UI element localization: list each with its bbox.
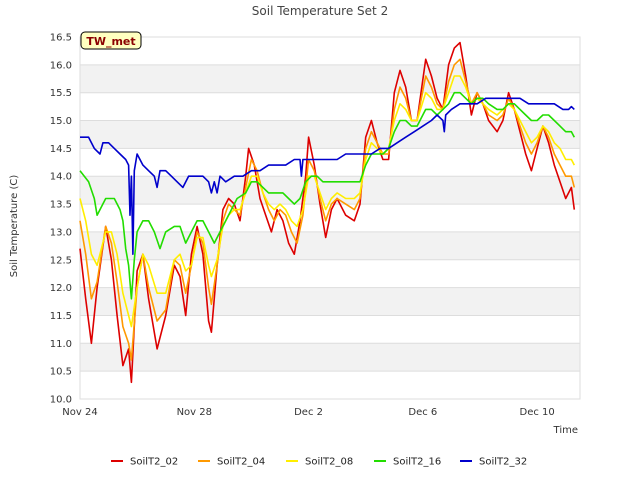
- x-tick-label: Dec 2: [294, 407, 323, 418]
- y-tick-label: 11.0: [50, 339, 72, 350]
- y-tick-label: 16.5: [50, 33, 72, 44]
- legend-label: SoilT2_16: [393, 457, 441, 468]
- y-tick-label: 10.0: [50, 395, 72, 406]
- y-tick-label: 11.5: [50, 311, 72, 322]
- y-tick-label: 12.5: [50, 255, 72, 266]
- y-tick-label: 13.0: [50, 227, 72, 238]
- y-tick-label: 15.0: [50, 116, 72, 127]
- background-band: [80, 176, 580, 205]
- x-axis-ticks: Nov 24 Nov 28 Dec 2 Dec 6 Dec 10: [62, 407, 554, 418]
- x-tick-label: Nov 28: [177, 407, 212, 418]
- legend-label: SoilT2_02: [130, 457, 178, 468]
- background-band: [80, 64, 580, 93]
- background-bands: [80, 64, 580, 372]
- background-band: [80, 287, 580, 316]
- legend-label: SoilT2_08: [305, 457, 353, 468]
- annotation-label: TW_met: [86, 35, 135, 48]
- plot-frame: [79, 36, 581, 400]
- series-lines: [79, 41, 576, 384]
- background-band: [80, 343, 580, 372]
- series-line-soilt2-16: [79, 91, 576, 300]
- x-axis-title: Time: [553, 425, 578, 436]
- series-line-soilt2-32: [80, 97, 575, 255]
- chart-title: Soil Temperature Set 2: [252, 4, 388, 18]
- y-tick-label: 14.0: [50, 172, 72, 183]
- series-line-soilt2-02: [79, 41, 576, 384]
- y-tick-label: 14.5: [50, 144, 72, 155]
- x-tick-label: Dec 10: [520, 407, 555, 418]
- y-axis-title: Soil Temperature (C): [9, 175, 20, 278]
- y-tick-label: 12.0: [50, 283, 72, 294]
- y-tick-label: 10.5: [50, 367, 72, 378]
- legend: SoilT2_02 SoilT2_04 SoilT2_08 SoilT2_16 Soil…: [111, 457, 527, 468]
- background-band: [80, 120, 580, 149]
- x-tick-label: Dec 6: [408, 407, 437, 418]
- series-line-soilt2-04: [79, 58, 576, 361]
- y-tick-label: 15.5: [50, 88, 72, 99]
- annotation-background: [80, 31, 142, 50]
- legend-label: SoilT2_04: [217, 457, 265, 468]
- y-axis-ticks: 10.0 10.5 11.0 11.5 12.0 12.5 13.0 13.5 14.0 14.5…: [50, 33, 72, 406]
- legend-label: SoilT2_32: [479, 457, 527, 468]
- x-tick-label: Nov 24: [62, 407, 97, 418]
- y-tick-label: 16.0: [50, 60, 72, 71]
- y-tick-label: 13.5: [50, 200, 72, 211]
- series-line-soilt2-08: [79, 75, 576, 328]
- annotation-box: TW_met: [80, 31, 142, 50]
